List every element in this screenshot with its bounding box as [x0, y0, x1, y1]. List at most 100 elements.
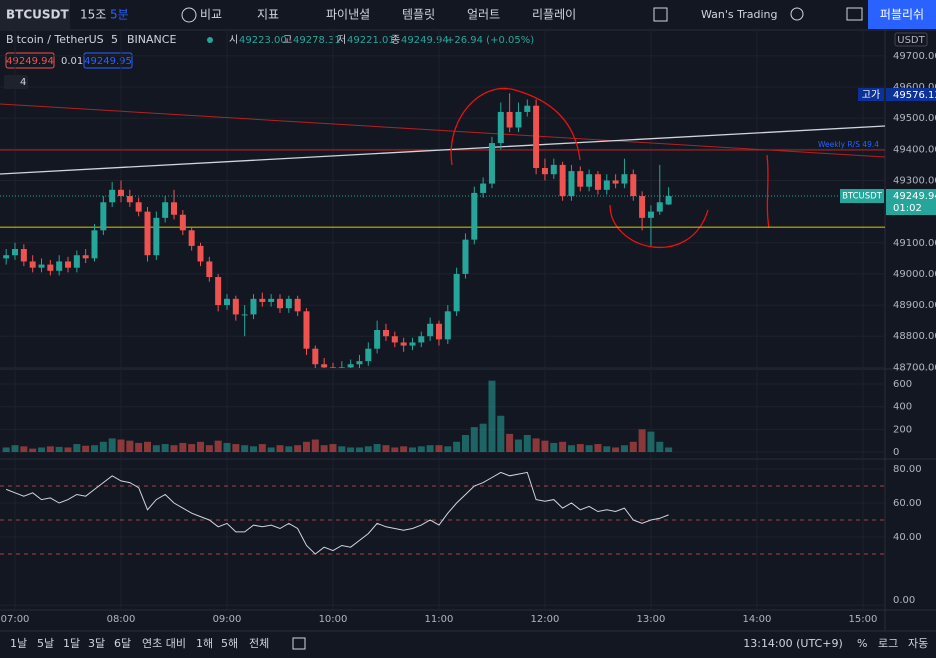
indicator-toggle[interactable] — [4, 75, 28, 89]
y-tick-label: 49400.00 — [893, 144, 936, 155]
settings-icon[interactable] — [790, 7, 804, 21]
range-button[interactable]: 연초 대비 — [142, 637, 186, 650]
candle-body — [241, 314, 248, 316]
bid[interactable]: 49249.94 — [6, 56, 54, 67]
candle-body — [100, 202, 107, 231]
candle-body — [382, 329, 389, 337]
layout-icon[interactable] — [653, 7, 668, 22]
candle-body — [471, 192, 478, 240]
y-tick-label: 49300.00 — [893, 175, 936, 186]
volume-bar — [29, 448, 37, 452]
x-tick-label: 10:00 — [319, 614, 348, 625]
range-button[interactable]: 1달 — [63, 637, 80, 650]
candle-body — [126, 196, 133, 203]
ohlc-value: 49221.01 — [347, 35, 395, 46]
replay-button[interactable]: 리플레이 — [532, 8, 576, 22]
volume-bar — [267, 447, 275, 452]
range-button[interactable]: 전체 — [249, 637, 269, 650]
volume-bar — [541, 440, 549, 452]
volume-bar — [249, 446, 257, 452]
date-range-icon[interactable] — [292, 637, 306, 650]
symbol[interactable]: BTCUSDT — [6, 8, 69, 22]
x-tick-label: 07:00 — [1, 614, 30, 625]
candle-body — [391, 336, 398, 343]
volume-bar — [329, 444, 337, 452]
candle-body — [3, 255, 10, 259]
axes: 07:00 08:00 09:00 10:00 11:00 12:00 13:00 14:00… — [0, 30, 936, 625]
indicator-count[interactable]: 4 — [20, 77, 26, 88]
candle-body — [586, 174, 593, 187]
candle-body — [480, 183, 487, 193]
volume-bar — [391, 447, 399, 452]
range-button[interactable]: 6달 — [114, 637, 131, 650]
volume-bar — [461, 435, 469, 452]
volume-bar — [73, 444, 81, 452]
candle-body — [329, 367, 336, 368]
candle-body — [347, 364, 354, 368]
financials-button[interactable]: 파이낸셜 — [326, 8, 370, 22]
compare-button[interactable]: 비교 — [200, 8, 222, 22]
percent-toggle[interactable]: % — [857, 637, 867, 650]
volume-bar — [506, 433, 514, 452]
compare-icon[interactable] — [181, 7, 197, 23]
publish-button[interactable]: 퍼블리쉬 — [880, 8, 924, 22]
volume-bar — [576, 444, 584, 452]
bid-box[interactable] — [5, 52, 55, 69]
candle-body — [338, 367, 345, 368]
candle-body — [612, 180, 619, 184]
y-tick-label: 49500.00 — [893, 113, 936, 124]
currency-box[interactable] — [894, 32, 928, 47]
range-button[interactable]: 5날 — [37, 637, 54, 650]
y-tick-label: 49100.00 — [893, 238, 936, 249]
volume-bar — [585, 445, 593, 452]
volume-bar — [444, 446, 452, 452]
volume-bar — [426, 445, 434, 452]
ask[interactable]: 49249.95 — [84, 56, 132, 67]
auto-toggle[interactable]: 자동 — [908, 637, 928, 650]
range-button[interactable]: 5해 — [221, 636, 238, 650]
hand-circle — [450, 87, 581, 166]
publish-box[interactable] — [868, 0, 936, 29]
log-toggle[interactable]: 로그 — [878, 637, 898, 650]
y-tick-label: 80.00 — [893, 464, 922, 475]
interval[interactable]: 15조 — [80, 8, 106, 22]
candle-body — [29, 261, 36, 268]
high-tag-box — [858, 88, 884, 101]
candle-body — [223, 298, 230, 306]
layout-name[interactable]: Wan's Trading — [701, 8, 778, 21]
volume-bar — [400, 446, 408, 452]
currency[interactable]: USDT — [897, 35, 925, 46]
candle-body — [427, 323, 434, 337]
volume-bar — [594, 444, 602, 452]
y-tick-label: 200 — [893, 424, 912, 435]
candle-body — [188, 230, 195, 246]
candle-body — [206, 261, 213, 278]
ask-box[interactable] — [83, 52, 133, 69]
symbol-box[interactable] — [0, 0, 70, 29]
snapshot-icon[interactable] — [846, 7, 863, 21]
interval[interactable]: 5분 — [110, 8, 129, 22]
y-tick-label: 60.00 — [893, 498, 922, 509]
range-button[interactable]: 1해 — [196, 636, 213, 650]
indicators-button[interactable]: 지표 — [257, 8, 279, 22]
alerts-button[interactable]: 얼러트 — [467, 8, 500, 22]
y-tick-label: 48800.00 — [893, 331, 936, 342]
candle-body — [630, 174, 637, 197]
templates-button[interactable]: 템플릿 — [402, 8, 435, 22]
candle-body — [435, 323, 442, 340]
volume-bar — [232, 444, 240, 452]
symbol-tag: BTCUSDT — [842, 192, 883, 202]
y-tick-label: 48900.00 — [893, 300, 936, 311]
high-price: 49576.13 — [893, 90, 936, 101]
ohlc-label: 시 — [229, 34, 238, 46]
volume-bar — [567, 445, 575, 452]
change: +26.94 (+0.05%) — [446, 35, 534, 46]
range-button[interactable]: 1날 — [10, 637, 27, 650]
price-pane — [0, 87, 885, 368]
range-button[interactable]: 3달 — [88, 637, 105, 650]
volume-bar — [435, 445, 443, 452]
ohlc-label: 고 — [283, 35, 292, 46]
candle-body — [215, 277, 222, 306]
volume-bar — [514, 439, 522, 452]
